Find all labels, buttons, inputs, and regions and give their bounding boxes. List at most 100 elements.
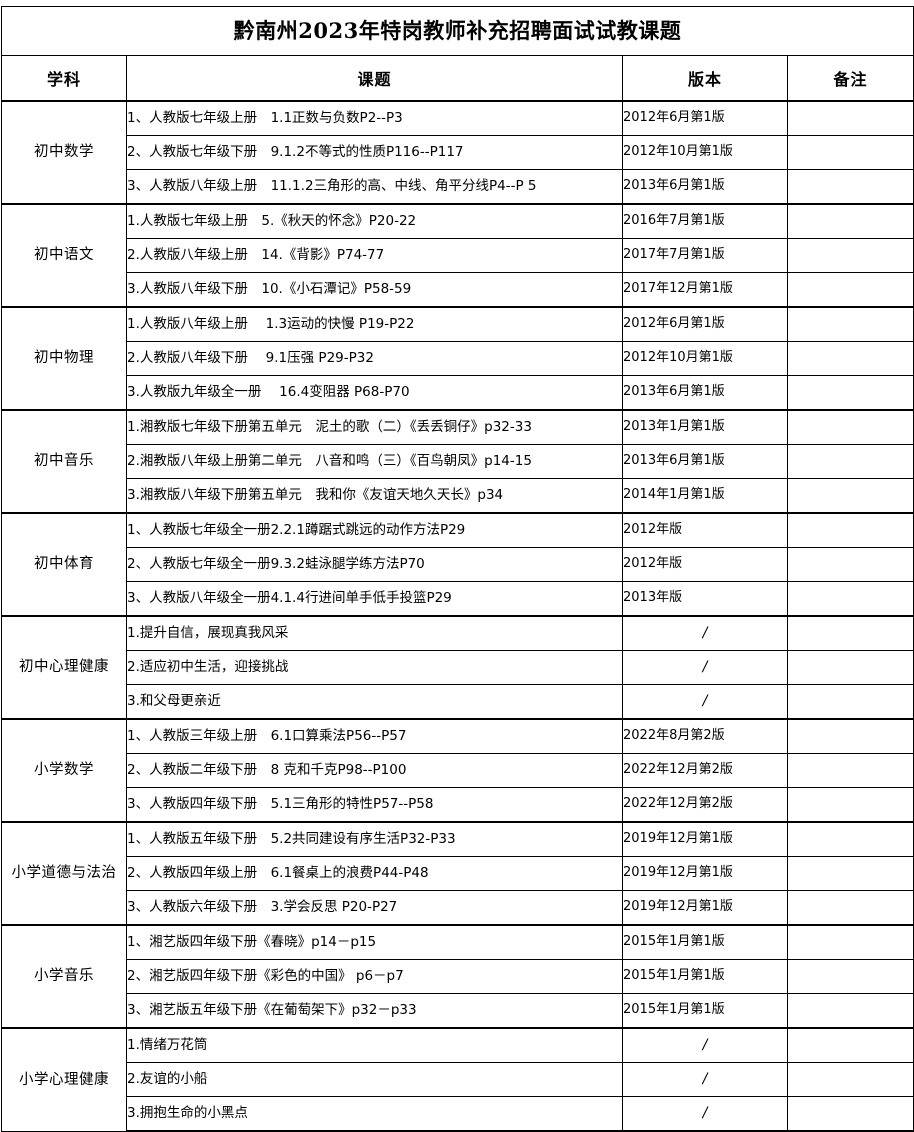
topic-cell: 3.拥抱生命的小黑点	[126, 1096, 623, 1132]
subject-cell: 小学音乐	[1, 924, 127, 1029]
version-cell: /	[622, 1096, 788, 1132]
version-cell: 2012年10月第1版	[622, 135, 788, 170]
remark-cell	[786, 787, 914, 823]
topic-cell: 1.人教版八年级上册 1.3运动的快慢 P19-P22	[126, 306, 623, 342]
version-text: 2015年1月第1版	[623, 968, 725, 984]
topic-text: 1、人教版七年级全一册2.2.1蹲踞式跳远的动作方法P29	[127, 522, 466, 539]
remark-text	[788, 495, 913, 496]
topic-text: 1.人教版七年级上册 5.《秋天的怀念》P20-22	[127, 213, 417, 230]
topic-cell: 3.湘教版八年级下册第五单元 我和你《友谊天地久天长》p34	[126, 478, 623, 514]
topic-text: 3.湘教版八年级下册第五单元 我和你《友谊天地久天长》p34	[127, 487, 504, 504]
topic-text: 2、人教版七年级全一册9.3.2蛙泳腿学练方法P70	[127, 556, 425, 573]
topic-text: 2、人教版七年级下册 9.1.2不等式的性质P116--P117	[127, 144, 464, 161]
subject-label: 初中体育	[34, 556, 94, 573]
version-text: /	[702, 624, 708, 641]
version-cell: 2013年6月第1版	[622, 169, 788, 205]
topic-text: 3、人教版八年级全一册4.1.4行进间单手低手投篮P29	[127, 590, 452, 607]
remark-cell	[786, 1062, 914, 1097]
topic-cell: 3、人教版八年级上册 11.1.2三角形的高、中线、角平分线P4--P 5	[126, 169, 623, 205]
table-row: 3.和父母更亲近 /	[2, 684, 914, 720]
topic-cell: 1、人教版三年级上册 6.1口算乘法P56--P57	[126, 718, 623, 754]
remark-text	[788, 907, 913, 908]
topic-cell: 2.人教版八年级下册 9.1压强 P29-P32	[126, 341, 623, 376]
remark-text	[788, 770, 913, 771]
version-text: 2017年7月第1版	[623, 247, 725, 263]
remark-cell	[786, 135, 914, 170]
remark-cell	[786, 1096, 914, 1132]
version-text: 2022年8月第2版	[623, 728, 725, 744]
table-row: 2、人教版七年级全一册9.3.2蛙泳腿学练方法P70 2012年版	[2, 547, 914, 582]
version-cell: 2017年7月第1版	[622, 238, 788, 273]
version-text: 2012年10月第1版	[623, 350, 733, 366]
version-text: /	[702, 1070, 708, 1087]
remark-text	[788, 736, 913, 737]
column-header-version-label: 版本	[687, 70, 722, 89]
version-cell: 2012年6月第1版	[622, 100, 788, 136]
topic-cell: 3、湘艺版五年级下册《在葡萄架下》p32－p33	[126, 993, 623, 1029]
topic-text: 2、人教版四年级上册 6.1餐桌上的浪费P44-P48	[127, 865, 429, 882]
subject-cell: 初中语文	[1, 203, 127, 308]
subject-label: 小学音乐	[34, 968, 94, 985]
version-text: 2012年版	[623, 556, 683, 572]
topic-cell: 2.友谊的小船	[126, 1062, 623, 1097]
version-cell: /	[622, 684, 788, 720]
topic-text: 3.和父母更亲近	[127, 693, 221, 710]
remark-cell	[786, 100, 914, 136]
version-text: 2013年6月第1版	[623, 453, 725, 469]
version-text: /	[702, 1036, 708, 1053]
topic-cell: 1.人教版七年级上册 5.《秋天的怀念》P20-22	[126, 203, 623, 239]
subject-label: 小学心理健康	[19, 1071, 109, 1088]
table-row: 3.拥抱生命的小黑点 /	[2, 1096, 914, 1132]
remark-text	[788, 976, 913, 977]
subject-cell: 初中数学	[1, 100, 127, 205]
table-row: 小学心理健康 1.情绪万花筒 /	[1, 1027, 914, 1132]
topic-cell: 1.湘教版七年级下册第五单元 泥土的歌（二）《丢丢铜仔》p32-33	[126, 409, 623, 445]
remark-cell	[786, 924, 914, 960]
version-cell: 2012年版	[622, 512, 788, 548]
topic-cell: 2.人教版八年级上册 14.《背影》P74-77	[126, 238, 623, 273]
version-cell: /	[622, 1062, 788, 1097]
subject-cell: 初中音乐	[1, 409, 127, 514]
version-text: 2014年1月第1版	[623, 487, 725, 503]
remark-cell	[786, 959, 914, 994]
topic-cell: 1.提升自信，展现真我风采	[126, 615, 623, 651]
topic-text: 1、人教版五年级下册 5.2共同建设有序生活P32-P33	[127, 831, 456, 848]
topic-cell: 3、人教版八年级全一册4.1.4行进间单手低手投篮P29	[126, 581, 623, 617]
topic-text: 2、湘艺版四年级下册《彩色的中国》 p6－p7	[127, 968, 404, 985]
table-row: 2.人教版八年级上册 14.《背影》P74-77 2017年7月第1版	[2, 238, 914, 273]
subject-label: 小学道德与法治	[11, 865, 117, 882]
version-cell: 2012年10月第1版	[622, 341, 788, 376]
column-header-remark: 备注	[786, 55, 914, 102]
version-cell: 2022年12月第2版	[622, 753, 788, 788]
topic-cell: 2、湘艺版四年级下册《彩色的中国》 p6－p7	[126, 959, 623, 994]
version-cell: 2022年12月第2版	[622, 787, 788, 823]
table-row: 初中心理健康 1.提升自信，展现真我风采 /	[1, 615, 914, 720]
subject-cell: 初中体育	[1, 512, 127, 617]
topic-cell: 2、人教版七年级全一册9.3.2蛙泳腿学练方法P70	[126, 547, 623, 582]
version-cell: 2017年12月第1版	[622, 272, 788, 308]
table-row: 2.友谊的小船 /	[2, 1062, 914, 1097]
version-text: 2012年6月第1版	[623, 316, 725, 332]
version-text: 2013年1月第1版	[623, 419, 725, 435]
topic-text: 2.友谊的小船	[127, 1071, 208, 1088]
topic-text: 3、人教版六年级下册 3.学会反思 P20-P27	[127, 899, 398, 916]
remark-text	[788, 255, 913, 256]
remark-text	[788, 564, 913, 565]
subject-label: 小学数学	[34, 762, 94, 779]
remark-cell	[786, 375, 914, 411]
topic-text: 3、人教版四年级下册 5.1三角形的特性P57--P58	[127, 796, 434, 813]
topic-text: 1.人教版八年级上册 1.3运动的快慢 P19-P22	[127, 316, 415, 333]
topic-text: 1.湘教版七年级下册第五单元 泥土的歌（二）《丢丢铜仔》p32-33	[127, 419, 532, 436]
version-text: 2012年10月第1版	[623, 144, 733, 160]
remark-cell	[786, 581, 914, 617]
table-row: 初中物理 1.人教版八年级上册 1.3运动的快慢 P19-P22 2012年6月第1…	[1, 306, 914, 411]
remark-cell	[786, 512, 914, 548]
table-row: 小学数学 1、人教版三年级上册 6.1口算乘法P56--P57 2022年8月第2版	[1, 718, 914, 823]
table-row: 小学道德与法治 1、人教版五年级下册 5.2共同建设有序生活P32-P33 2019…	[1, 821, 914, 926]
remark-text	[788, 942, 913, 943]
remark-cell	[786, 890, 914, 926]
table-row: 3、人教版八年级全一册4.1.4行进间单手低手投篮P29 2013年版	[2, 581, 914, 617]
version-cell: /	[622, 650, 788, 685]
version-text: 2013年版	[623, 590, 683, 606]
remark-cell	[786, 238, 914, 273]
